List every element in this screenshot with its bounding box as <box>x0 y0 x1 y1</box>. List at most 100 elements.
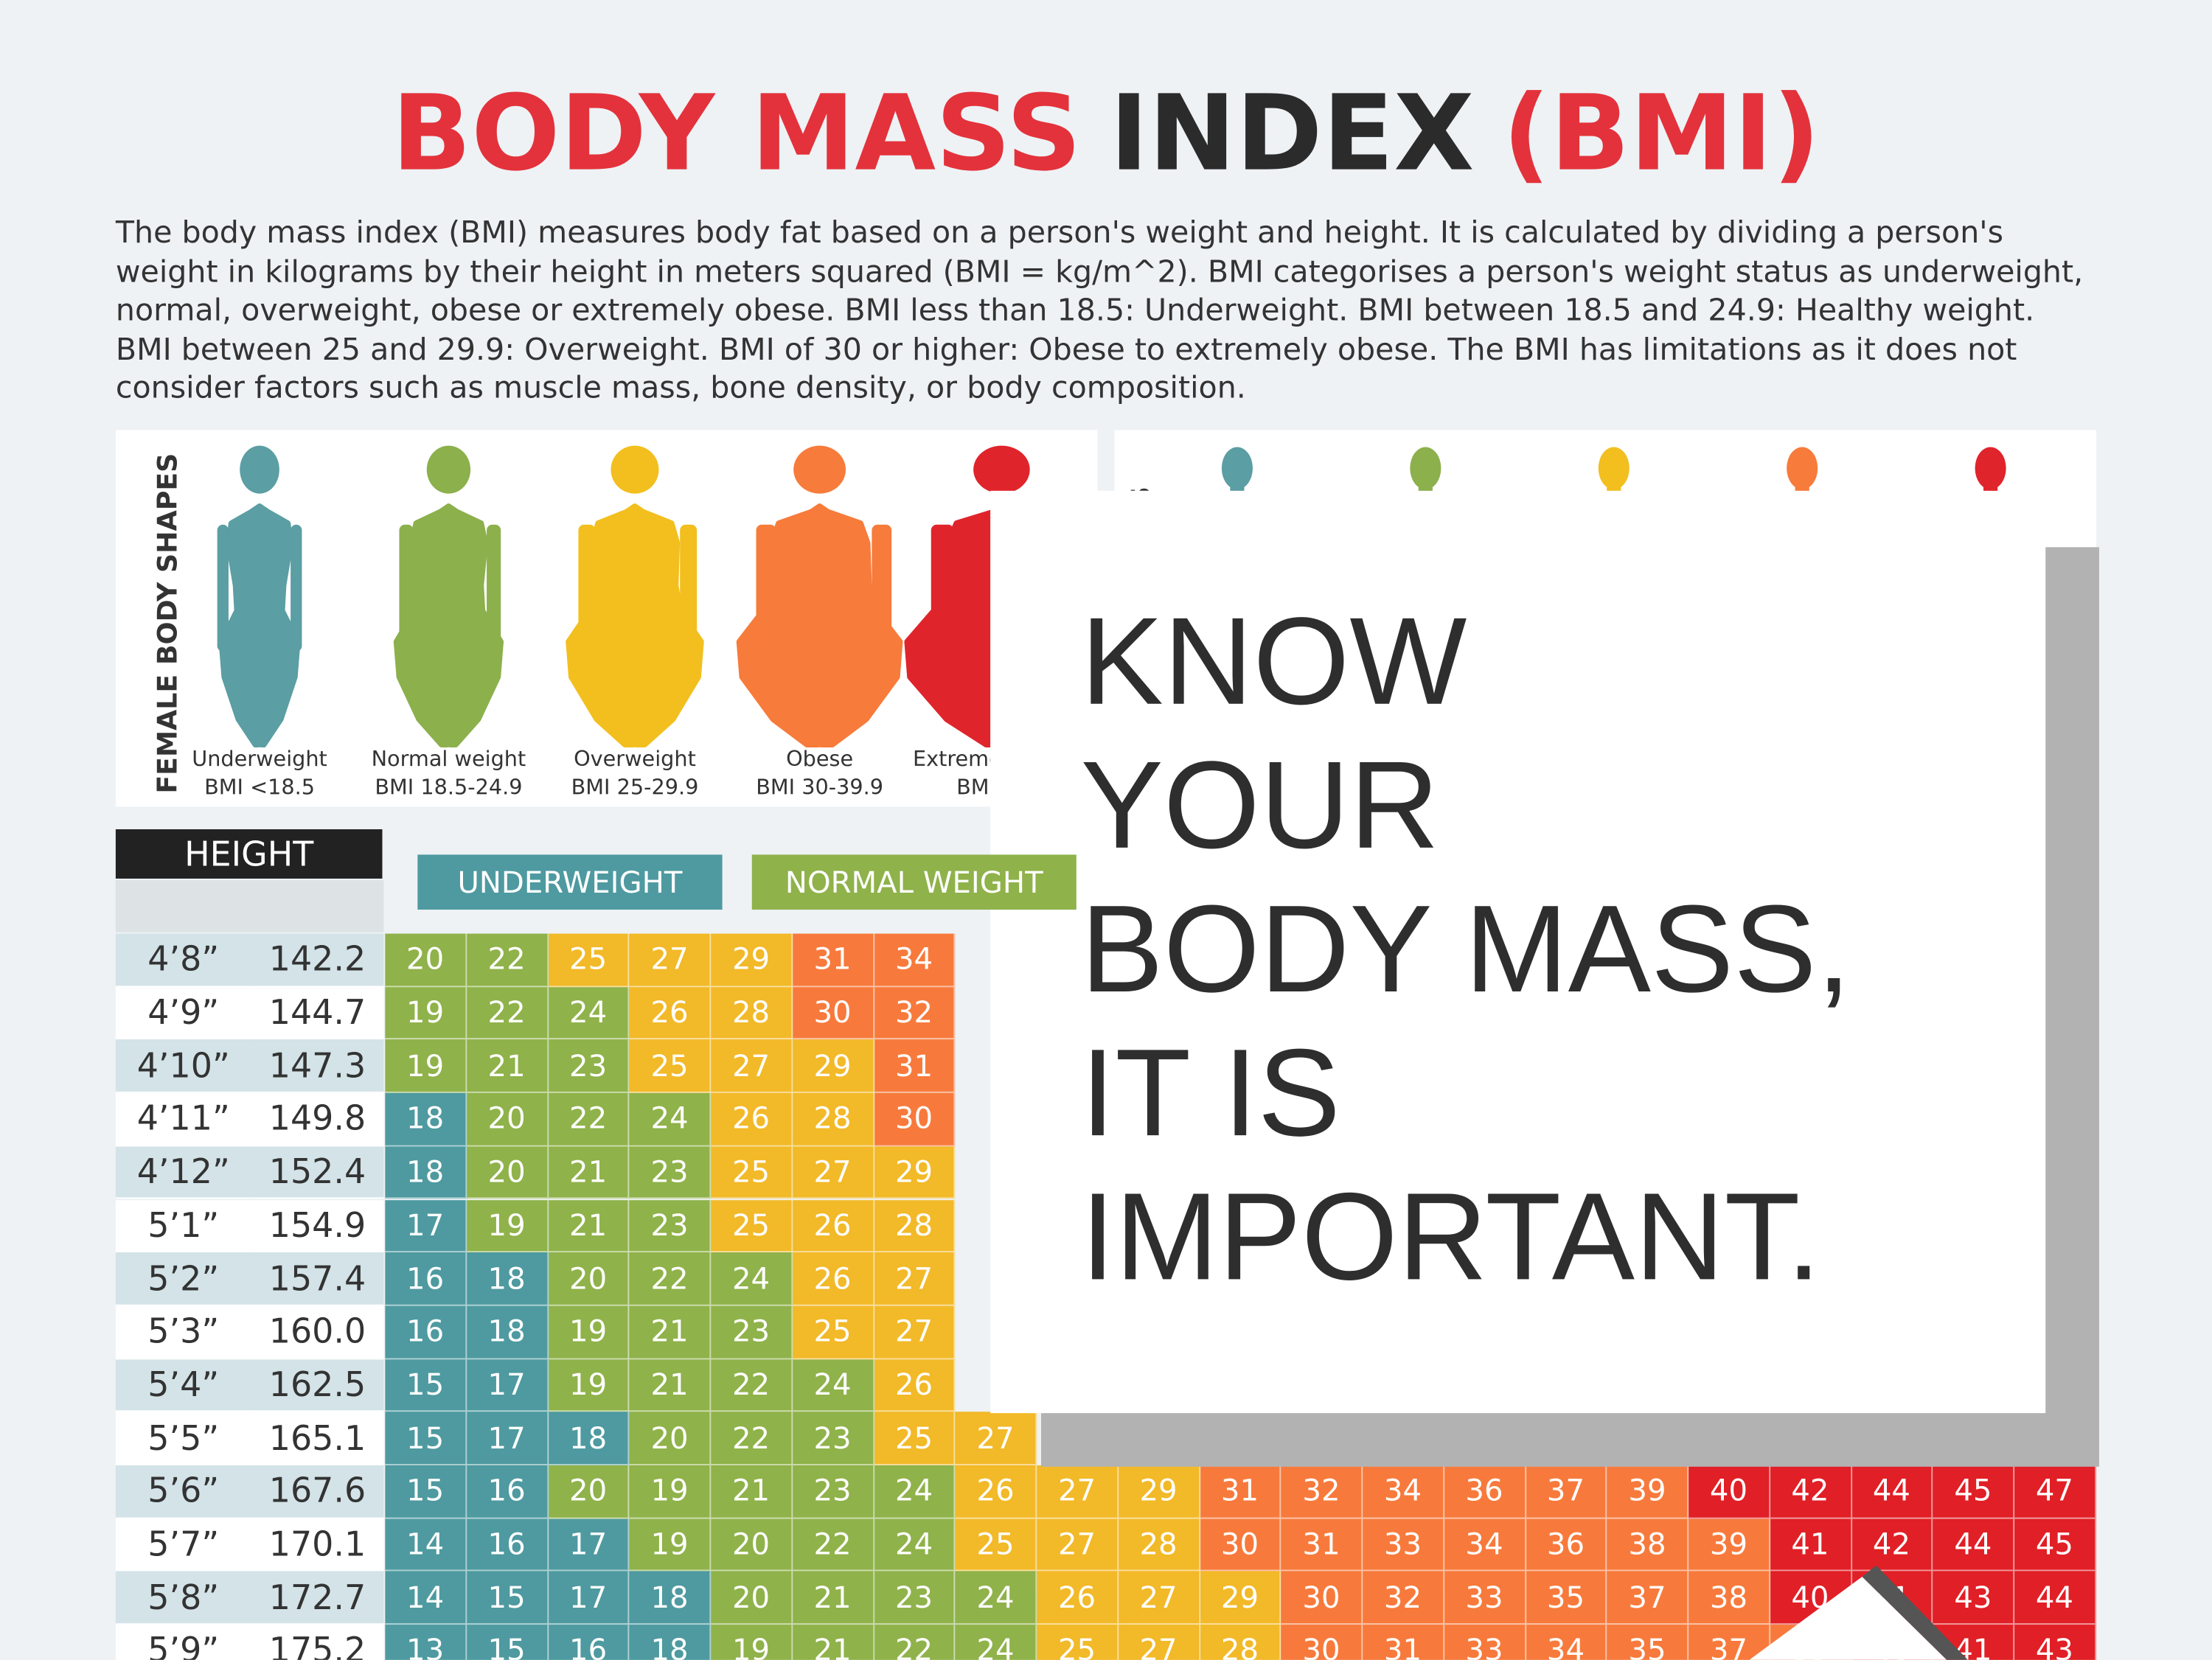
bmi-cell: 35 <box>1526 1572 1607 1625</box>
bmi-cell: 15 <box>466 1625 549 1660</box>
bmi-cell: 39 <box>1688 1518 1770 1572</box>
height-cm: 149.8 <box>251 1092 384 1147</box>
bmi-cell: 45 <box>2014 1518 2096 1572</box>
bmi-cell: 15 <box>385 1412 467 1465</box>
bmi-cell: 25 <box>711 1146 793 1200</box>
bmi-cell: 31 <box>1363 1625 1444 1660</box>
description: The body mass index (BMI) measures body … <box>115 215 2084 407</box>
height-ft: 5’4” <box>115 1359 251 1412</box>
figure-arm <box>756 524 776 652</box>
height-ft: 4’8” <box>115 933 251 987</box>
bmi-cell: 24 <box>548 986 630 1040</box>
bmi-cell: 24 <box>629 1092 712 1147</box>
bmi-cell: 19 <box>385 986 467 1040</box>
bmi-cell: 36 <box>1526 1518 1607 1572</box>
male-head <box>1598 447 1630 489</box>
bmi-cell: 26 <box>955 1465 1037 1518</box>
bmi-cell: 26 <box>792 1252 874 1306</box>
figure-head <box>611 445 659 494</box>
height-ft: 5’9” <box>115 1625 251 1660</box>
figure-head <box>240 445 279 494</box>
bmi-cell: 25 <box>874 1412 956 1465</box>
height-ft: 5’3” <box>115 1305 251 1359</box>
bmi-cell: 25 <box>792 1305 874 1359</box>
bmi-cell: 22 <box>548 1092 630 1147</box>
bmi-cell: 32 <box>874 986 956 1040</box>
bmi-cell: 24 <box>792 1359 874 1412</box>
bmi-cell: 23 <box>792 1412 874 1465</box>
bmi-cell: 33 <box>1363 1518 1444 1572</box>
bmi-cell: 43 <box>1933 1572 2015 1625</box>
overlay-line: BODY MASS, <box>1080 878 1851 1019</box>
bmi-cell: 27 <box>711 1039 793 1093</box>
bmi-cell: 26 <box>792 1199 874 1253</box>
bmi-cell: 22 <box>711 1359 793 1412</box>
bmi-cell: 28 <box>1118 1518 1200 1572</box>
bmi-cell: 28 <box>874 1199 956 1253</box>
bmi-cell: 19 <box>548 1359 630 1412</box>
bmi-cell: 18 <box>629 1572 712 1625</box>
bmi-cell: 25 <box>1037 1625 1119 1660</box>
shape-bmi: BMI 18.5-24.9 <box>375 775 522 800</box>
bmi-cell: 26 <box>711 1092 793 1147</box>
bmi-cell: 30 <box>792 986 874 1040</box>
height-cm: 157.4 <box>251 1252 384 1306</box>
bmi-cell: 24 <box>711 1252 793 1306</box>
bmi-cell: 25 <box>548 933 630 987</box>
bmi-cell: 16 <box>385 1252 467 1306</box>
bmi-cell: 16 <box>466 1465 549 1518</box>
bmi-cell: 16 <box>466 1518 549 1572</box>
bmi-cell: 20 <box>466 1146 549 1200</box>
bmi-cell: 31 <box>792 933 874 987</box>
figure-arm <box>931 524 954 652</box>
bmi-cell: 32 <box>1281 1465 1363 1518</box>
corner-shape <box>1749 1565 1969 1660</box>
bmi-cell: 43 <box>2014 1625 2096 1660</box>
bmi-cell: 24 <box>955 1572 1037 1625</box>
bmi-cell: 21 <box>629 1305 712 1359</box>
bmi-cell: 14 <box>385 1518 467 1572</box>
overlay-card <box>990 490 2046 1414</box>
height-ft: 4’12” <box>115 1146 251 1200</box>
height-cm: 160.0 <box>251 1305 384 1359</box>
corner-edge <box>1862 1565 1969 1660</box>
height-ft: 5’1” <box>115 1199 251 1253</box>
shape-bmi: BMI 30-39.9 <box>756 775 883 800</box>
bmi-cell: 38 <box>1607 1518 1689 1572</box>
bmi-cell: 19 <box>629 1465 712 1518</box>
height-cm: 144.7 <box>251 986 384 1040</box>
bmi-cell: 19 <box>629 1518 712 1572</box>
height-cm: 165.1 <box>251 1412 384 1465</box>
bmi-cell: 34 <box>1526 1625 1607 1660</box>
bmi-cell: 15 <box>385 1465 467 1518</box>
bmi-cell: 15 <box>385 1359 467 1412</box>
bmi-cell: 19 <box>466 1199 549 1253</box>
bmi-cell: 23 <box>792 1465 874 1518</box>
bmi-cell: 27 <box>1118 1572 1200 1625</box>
bmi-cell: 23 <box>711 1305 793 1359</box>
unit-header-row <box>115 879 384 932</box>
bmi-cell: 21 <box>792 1625 874 1660</box>
bmi-cell: 15 <box>466 1572 549 1625</box>
bmi-cell: 45 <box>1933 1465 2015 1518</box>
height-cm: 147.3 <box>251 1039 384 1093</box>
bmi-cell: 40 <box>1688 1465 1770 1518</box>
bmi-cell: 37 <box>1526 1465 1607 1518</box>
bmi-cell: 21 <box>792 1572 874 1625</box>
height-cm: 142.2 <box>251 933 384 987</box>
height-ft: 5’2” <box>115 1252 251 1306</box>
bmi-cell: 31 <box>1281 1518 1363 1572</box>
height-cm: 170.1 <box>251 1518 384 1572</box>
bmi-cell: 16 <box>548 1625 630 1660</box>
bmi-cell: 25 <box>955 1518 1037 1572</box>
shape-bmi: BMI 25-29.9 <box>571 775 699 800</box>
bmi-cell: 37 <box>1688 1625 1770 1660</box>
bmi-cell: 22 <box>711 1412 793 1465</box>
bmi-cell: 19 <box>548 1305 630 1359</box>
bmi-cell: 20 <box>548 1252 630 1306</box>
bmi-cell: 32 <box>1363 1572 1444 1625</box>
bmi-cell: 25 <box>711 1199 793 1253</box>
bmi-cell: 39 <box>1607 1465 1689 1518</box>
bmi-cell: 24 <box>955 1625 1037 1660</box>
